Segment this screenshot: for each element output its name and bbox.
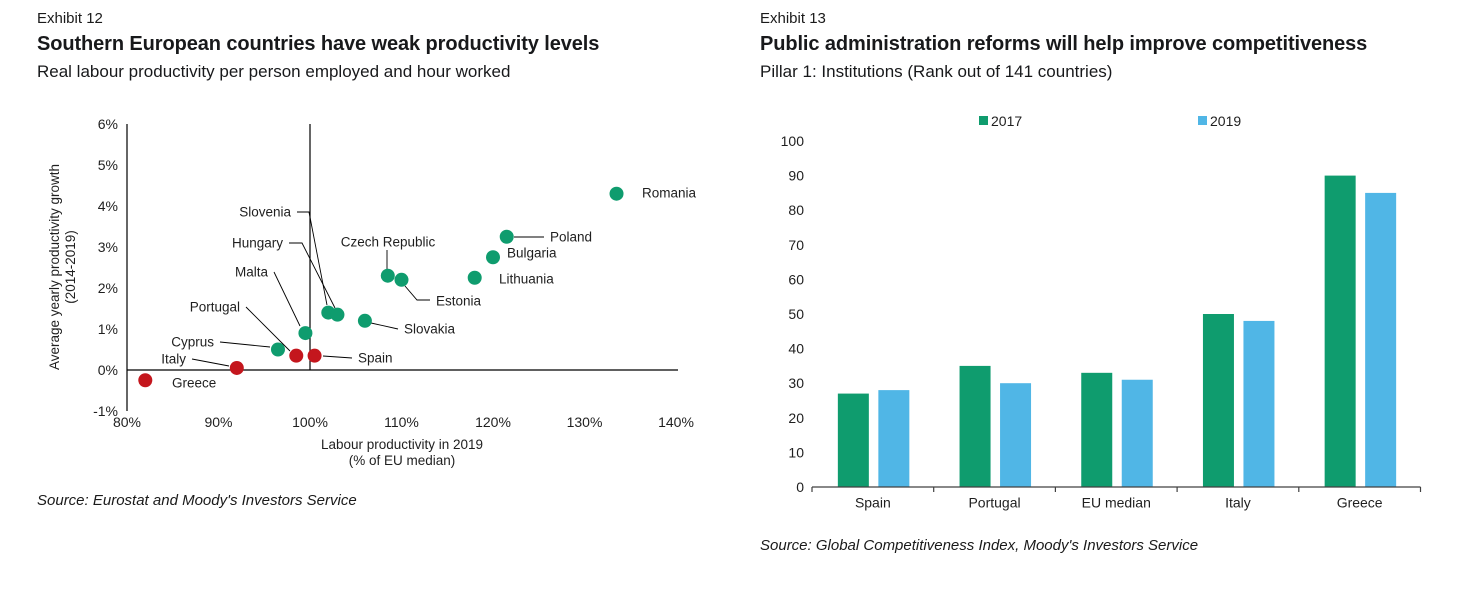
x-tick-label: 100% (292, 414, 328, 430)
y-tick-label: 40 (788, 341, 804, 357)
point-label-czech-republic: Czech Republic (341, 235, 436, 250)
y-tick-label: 4% (98, 198, 118, 214)
point-label-malta: Malta (235, 265, 269, 280)
scatter-point-spain (307, 348, 322, 363)
y-axis-title-line1: Average yearly productivity growth (47, 164, 62, 370)
point-label-poland: Poland (550, 230, 592, 245)
point-label-lithuania: Lithuania (499, 272, 554, 287)
x-axis-title-line1: Labour productivity in 2019 (321, 437, 483, 452)
category-label-italy: Italy (1225, 494, 1251, 510)
bar-greece-2017 (1324, 175, 1356, 487)
scatter-point-romania (609, 186, 624, 201)
point-label-cyprus: Cyprus (171, 335, 214, 350)
y-tick-label: 50 (788, 306, 804, 322)
exhibit-13-label: Exhibit 13 (760, 10, 826, 27)
scatter-point-portugal (289, 348, 304, 363)
y-tick-label: 5% (98, 157, 118, 173)
x-tick-label: 90% (204, 414, 232, 430)
point-label-greece: Greece (172, 376, 216, 391)
bar-chart-svg: 2017 2019 0 10 20 30 40 50 60 70 80 90 100 Spain Portu… (781, 113, 1422, 510)
point-label-hungary: Hungary (232, 236, 283, 251)
bar-portugal-2017 (959, 365, 991, 487)
category-label-eu-median: EU median (1082, 494, 1151, 510)
bar-italy-2017 (1202, 314, 1234, 487)
category-label-portugal: Portugal (968, 494, 1020, 510)
y-tick-label: 1% (98, 321, 118, 337)
exhibit-13-title: Public administration reforms will help … (760, 33, 1368, 55)
scatter-point-cyprus (270, 342, 285, 357)
scatter-point-italy (229, 360, 244, 375)
leader-line-cyprus (219, 341, 271, 348)
legend-swatch-2017 (979, 116, 988, 125)
leader-line-slovakia (370, 322, 399, 330)
scatter-point-greece (138, 373, 153, 388)
y-tick-label: 3% (98, 239, 118, 255)
x-tick-label: 140% (658, 414, 694, 430)
point-label-bulgaria: Bulgaria (507, 246, 557, 261)
scatter-chart-svg: 6% 5% 4% 3% 2% 1% 0% -1%80% 90% 100% 110% 120% 130% 1… (47, 116, 697, 468)
scatter-point-malta (298, 326, 313, 341)
point-label-italy: Italy (161, 352, 186, 367)
exhibit-12-title: Southern European countries have weak pr… (37, 33, 600, 55)
y-tick-label: 100 (781, 133, 805, 149)
scatter-point-poland (499, 229, 514, 244)
scatter-point-bulgaria (486, 250, 500, 265)
x-tick-label: 120% (475, 414, 511, 430)
leader-line-malta (273, 271, 301, 327)
category-label-greece: Greece (1337, 494, 1383, 510)
exhibit-12-label: Exhibit 12 (37, 10, 103, 27)
x-tick-label: 110% (384, 414, 419, 430)
scatter-point-lithuania (467, 270, 482, 285)
leader-line-portugal (245, 306, 291, 352)
scatter-point-hungary (330, 307, 345, 322)
bar-italy-2019 (1243, 320, 1275, 487)
y-tick-label: 0 (796, 479, 804, 495)
leader-line-italy (191, 358, 230, 367)
point-label-romania: Romania (642, 186, 697, 201)
leader-line-slovenia (297, 211, 328, 306)
y-tick-label: 90 (788, 168, 804, 184)
leader-line-spain (322, 355, 353, 359)
y-tick-label: 6% (98, 116, 118, 132)
scatter-point-estonia (394, 272, 409, 287)
y-tick-label: -1% (93, 403, 118, 419)
exhibit-12-subtitle: Real labour productivity per person empl… (37, 62, 511, 81)
bar-portugal-2019 (1000, 383, 1032, 487)
y-tick-label: 0% (98, 362, 118, 378)
leader-line-hungary (289, 242, 336, 309)
legend-label-2019: 2019 (1210, 113, 1241, 129)
x-tick-label: 80% (113, 414, 141, 430)
scatter-point-slovakia (357, 313, 372, 328)
exhibit-13-subtitle: Pillar 1: Institutions (Rank out of 141 … (760, 62, 1113, 81)
point-label-slovakia: Slovakia (404, 322, 456, 337)
legend-label-2017: 2017 (991, 113, 1022, 129)
point-label-spain: Spain (358, 351, 393, 366)
y-tick-label: 70 (788, 237, 804, 253)
y-tick-label: 10 (788, 444, 804, 460)
point-label-portugal: Portugal (190, 300, 240, 315)
point-label-slovenia: Slovenia (239, 205, 291, 220)
y-axis-title-line2: (2014-2019) (63, 230, 78, 304)
exhibit-12-source: Source: Eurostat and Moody's Investors S… (37, 492, 357, 509)
y-tick-label: 60 (788, 271, 804, 287)
bar-eu-median-2017 (1081, 372, 1113, 487)
category-label-spain: Spain (855, 494, 891, 510)
bar-eu-median-2019 (1121, 379, 1153, 487)
legend-swatch-2019 (1198, 116, 1207, 125)
y-tick-label: 2% (98, 280, 118, 296)
y-tick-label: 20 (788, 410, 804, 426)
bar-greece-2019 (1365, 192, 1397, 487)
scatter-point-czech-republic (380, 268, 395, 283)
x-tick-label: 130% (567, 414, 603, 430)
y-tick-label: 30 (788, 375, 804, 391)
x-axis-title-line2: (% of EU median) (349, 453, 456, 468)
bar-spain-2017 (837, 393, 869, 487)
point-label-estonia: Estonia (436, 294, 482, 309)
leader-line-estonia (404, 285, 430, 301)
bar-spain-2019 (878, 390, 910, 487)
y-tick-label: 80 (788, 202, 804, 218)
exhibit-13-source: Source: Global Competitiveness Index, Mo… (760, 537, 1199, 554)
